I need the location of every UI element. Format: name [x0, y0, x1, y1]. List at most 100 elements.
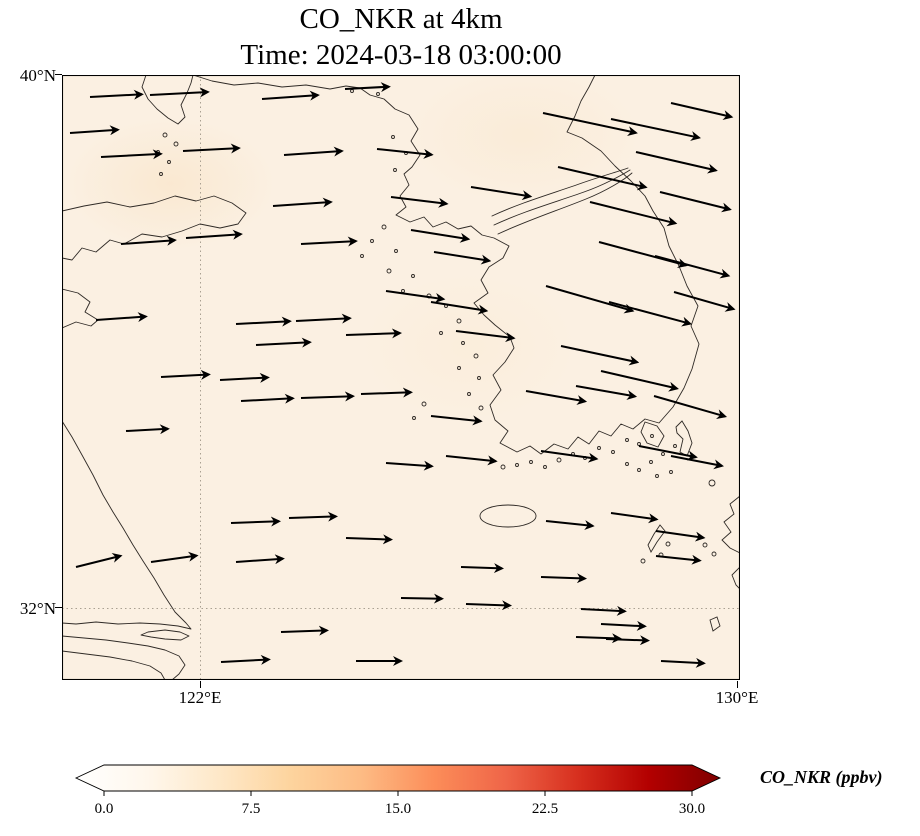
wind-arrow — [638, 445, 698, 461]
wind-arrow — [655, 530, 706, 542]
wind-arrow — [295, 313, 352, 324]
coastline-china — [62, 75, 361, 680]
wind-arrow — [589, 201, 678, 227]
wind-arrow — [280, 625, 329, 636]
wind-arrow — [410, 229, 471, 243]
wind-arrow — [220, 654, 271, 665]
wind-arrow — [580, 605, 627, 616]
wind-arrow — [300, 391, 355, 402]
wind-arrow — [659, 191, 732, 213]
wind-arrow — [182, 143, 241, 154]
wind-arrow — [525, 390, 588, 405]
wind-arrow — [600, 370, 679, 392]
wind-arrow — [160, 369, 211, 380]
wind-arrow — [100, 149, 163, 160]
jeju-island — [479, 504, 537, 528]
chart-subtitle-time: Time: 2024-03-18 03:00:00 — [240, 39, 562, 71]
wind-arrow — [460, 563, 504, 574]
wind-arrow — [635, 151, 718, 174]
wind-arrow — [670, 455, 724, 470]
gridlines — [62, 75, 740, 680]
wind-arrow — [430, 301, 489, 315]
wind-arrow — [235, 554, 285, 565]
colorbar-bar — [74, 764, 722, 792]
tsushima-island — [675, 420, 693, 457]
wind-arrow — [255, 337, 312, 348]
wind-arrow — [230, 516, 281, 527]
wind-arrow — [120, 235, 177, 246]
wind-arrow — [560, 345, 640, 366]
wind-arrow — [433, 251, 492, 265]
colorbar-tick-label: 22.5 — [531, 801, 559, 817]
wind-arrow — [605, 635, 650, 646]
border-river-lines — [491, 167, 633, 235]
wind-arrow — [557, 166, 648, 191]
wind-arrow — [283, 146, 344, 157]
wind-arrow — [385, 460, 434, 471]
wind-arrow — [288, 511, 338, 522]
wind-arrow — [575, 385, 638, 400]
wind-arrow — [610, 512, 659, 524]
x-tick-label-130e: 130°E — [715, 688, 759, 707]
wind-arrow — [465, 600, 512, 611]
wind-arrow — [608, 301, 693, 327]
wind-arrow — [125, 424, 170, 435]
colorbar-label: CO_NKR (ppbv) — [760, 767, 883, 787]
wind-arrow — [400, 593, 444, 604]
colorbar-tick-label: 15.0 — [384, 801, 412, 817]
wind-arrow — [545, 285, 635, 314]
colorbar-tickmarks — [103, 791, 693, 796]
wind-arrow — [610, 118, 701, 141]
wind-arrow — [360, 387, 413, 398]
wind-arrow — [390, 196, 449, 208]
wind-arrow — [445, 455, 498, 466]
wind-arrow — [654, 255, 731, 279]
chart-title: CO_NKR at 4km — [299, 3, 503, 35]
axes-frame — [62, 75, 740, 680]
wind-arrow — [345, 328, 402, 339]
wind-arrow — [376, 148, 434, 159]
wind-arrow — [455, 330, 516, 343]
wind-arrow — [235, 316, 292, 327]
y-tick-label-32n: 32°N — [19, 599, 56, 618]
wind-arrow — [385, 290, 446, 303]
colorbar-tick-label: 30.0 — [678, 801, 706, 817]
coastline-korea — [359, 75, 700, 455]
wind-arrow — [300, 236, 358, 247]
wind-arrow — [600, 620, 647, 631]
wind-arrow — [540, 450, 599, 463]
wind-arrow — [470, 186, 533, 201]
wind-arrow — [219, 372, 270, 383]
map-plot — [62, 75, 740, 680]
wind-arrow — [150, 551, 199, 563]
map-panel — [62, 75, 740, 680]
wind-arrow — [75, 552, 123, 568]
wind-arrow — [240, 393, 295, 404]
wind-arrow — [673, 291, 736, 312]
x-tickmark-122e — [200, 681, 201, 688]
colorbar-tick-label: 7.5 — [241, 801, 261, 817]
wind-arrow — [653, 395, 728, 419]
wind-arrows — [69, 82, 736, 668]
wind-arrow — [655, 554, 702, 565]
wind-arrow — [430, 415, 483, 426]
wind-arrow — [345, 534, 393, 545]
colorbar-tick-labels: 0.0 7.5 15.0 22.5 30.0 — [0, 801, 920, 823]
wind-arrow — [272, 197, 333, 208]
x-tick-label-122e: 122°E — [178, 688, 222, 707]
wind-arrow — [261, 90, 320, 101]
colorbar — [74, 764, 722, 796]
colorbar-tick-label: 0.0 — [94, 801, 114, 817]
islands — [156, 89, 740, 632]
wind-arrow — [542, 112, 638, 137]
wind-arrow — [670, 102, 734, 120]
wind-arrow — [89, 89, 144, 100]
wind-arrow — [540, 573, 587, 584]
wind-arrow — [69, 125, 120, 136]
wind-arrow — [545, 520, 595, 531]
wind-arrow — [660, 657, 706, 668]
wind-arrow — [344, 82, 391, 93]
wind-arrow — [95, 312, 148, 323]
wind-arrow — [149, 87, 210, 98]
